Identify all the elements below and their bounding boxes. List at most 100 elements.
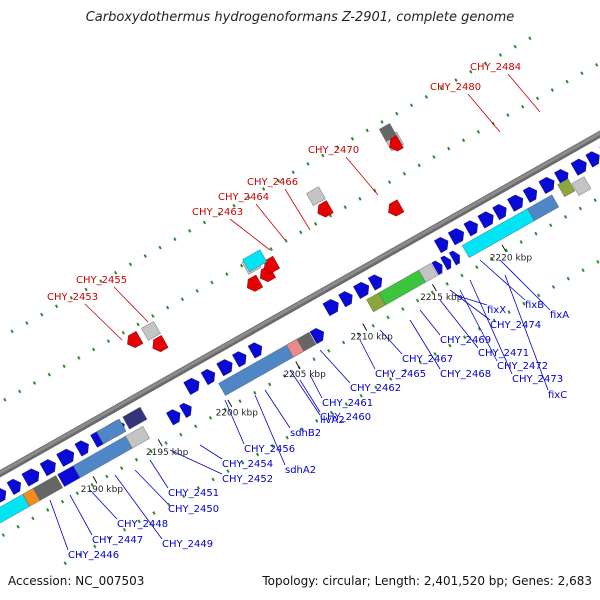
- gene-shape[interactable]: [507, 194, 524, 212]
- forward-gene[interactable]: [216, 359, 233, 377]
- gene-shape[interactable]: [448, 250, 460, 266]
- gene-shape[interactable]: [538, 177, 555, 195]
- gene-shape[interactable]: [264, 255, 281, 273]
- forward-gene[interactable]: [463, 220, 478, 237]
- forward-gene-label[interactable]: CHY_2460: [320, 412, 371, 423]
- forward-gene-label[interactable]: CHY_2474: [490, 320, 541, 331]
- gene-shape[interactable]: [388, 199, 405, 217]
- forward-gene[interactable]: [21, 468, 40, 487]
- forward-gene[interactable]: [179, 402, 192, 419]
- gene-block-gray[interactable]: [32, 475, 63, 501]
- gene-block-lightgray[interactable]: [141, 321, 161, 341]
- reverse-gene-label[interactable]: CHY_2464: [218, 192, 269, 203]
- gene-shape[interactable]: [0, 487, 7, 505]
- forward-gene[interactable]: [353, 281, 370, 299]
- forward-gene[interactable]: [367, 274, 383, 291]
- gene-block-cyan[interactable]: [242, 249, 268, 272]
- forward-gene-label[interactable]: ilvA2: [320, 415, 345, 426]
- gene-shape[interactable]: [389, 135, 404, 152]
- forward-gene[interactable]: [433, 237, 449, 254]
- gene-shape[interactable]: [39, 459, 56, 477]
- forward-gene-label[interactable]: fixX: [487, 305, 506, 316]
- gene-shape[interactable]: [570, 158, 587, 176]
- forward-gene-label[interactable]: fixA: [550, 310, 569, 321]
- forward-gene[interactable]: [585, 151, 600, 168]
- gene-shape[interactable]: [21, 468, 40, 487]
- reverse-gene[interactable]: [127, 330, 144, 348]
- forward-gene-label[interactable]: CHY_2449: [162, 539, 213, 550]
- forward-gene[interactable]: [570, 158, 587, 176]
- gene-block-navy[interactable]: [122, 406, 148, 430]
- gene-shape[interactable]: [183, 377, 200, 395]
- reverse-gene-label[interactable]: CHY_2453: [47, 292, 98, 303]
- reverse-gene-label[interactable]: CHY_2480: [430, 82, 481, 93]
- gene-block-steel[interactable]: [527, 194, 560, 222]
- gene-block-lightgray[interactable]: [571, 176, 592, 196]
- gene-shape[interactable]: [522, 186, 538, 203]
- forward-gene-label[interactable]: CHY_2465: [375, 369, 426, 380]
- gene-shape[interactable]: [353, 281, 370, 299]
- gene-shape[interactable]: [367, 274, 383, 291]
- forward-gene-label[interactable]: fixB: [525, 300, 544, 311]
- forward-gene[interactable]: [309, 328, 324, 345]
- gene-shape[interactable]: [247, 342, 263, 359]
- gene-shape[interactable]: [309, 328, 324, 345]
- reverse-gene[interactable]: [247, 274, 264, 292]
- forward-gene[interactable]: [166, 409, 181, 426]
- gene-block-lightgray[interactable]: [306, 186, 326, 206]
- forward-gene-label[interactable]: CHY_2469: [440, 335, 491, 346]
- reverse-gene[interactable]: [152, 335, 169, 353]
- reverse-gene-label[interactable]: CHY_2484: [470, 62, 521, 73]
- reverse-gene[interactable]: [388, 199, 405, 217]
- gene-block-cyan[interactable]: [0, 493, 30, 536]
- forward-gene[interactable]: [477, 211, 494, 229]
- forward-gene-label[interactable]: CHY_2473: [512, 374, 563, 385]
- forward-gene[interactable]: [448, 250, 460, 266]
- forward-gene[interactable]: [183, 377, 200, 395]
- gene-shape[interactable]: [440, 255, 452, 271]
- gene-shape[interactable]: [232, 351, 247, 368]
- gene-shape[interactable]: [463, 220, 478, 237]
- gene-shape[interactable]: [166, 409, 181, 426]
- forward-gene-label[interactable]: CHY_2461: [322, 398, 373, 409]
- reverse-gene[interactable]: [389, 135, 404, 152]
- gene-block-steel[interactable]: [96, 418, 127, 445]
- forward-gene-label[interactable]: CHY_2456: [244, 444, 295, 455]
- forward-gene[interactable]: [507, 194, 524, 212]
- reverse-gene[interactable]: [317, 200, 334, 218]
- forward-gene-label[interactable]: fixC: [548, 390, 567, 401]
- gene-shape[interactable]: [74, 440, 89, 457]
- forward-gene-label[interactable]: CHY_2468: [440, 369, 491, 380]
- forward-gene-label[interactable]: CHY_2452: [222, 474, 273, 485]
- forward-gene-label[interactable]: CHY_2471: [478, 348, 529, 359]
- reverse-gene-label[interactable]: CHY_2463: [192, 207, 243, 218]
- gene-shape[interactable]: [433, 237, 449, 254]
- forward-gene-label[interactable]: CHY_2454: [222, 459, 273, 470]
- reverse-gene-label[interactable]: CHY_2455: [76, 275, 127, 286]
- forward-gene-label[interactable]: sdhB2: [290, 428, 321, 439]
- forward-gene[interactable]: [492, 204, 507, 221]
- forward-gene[interactable]: [74, 440, 89, 457]
- gene-shape[interactable]: [200, 369, 216, 386]
- forward-gene[interactable]: [431, 260, 443, 276]
- gene-block-green[interactable]: [378, 269, 426, 306]
- forward-gene[interactable]: [56, 448, 75, 467]
- forward-gene[interactable]: [522, 186, 538, 203]
- forward-gene[interactable]: [447, 228, 464, 246]
- forward-gene-label[interactable]: CHY_2467: [402, 354, 453, 365]
- forward-gene-label[interactable]: sdhA2: [285, 465, 316, 476]
- gene-shape[interactable]: [338, 291, 353, 308]
- gene-shape[interactable]: [56, 448, 75, 467]
- forward-gene[interactable]: [6, 478, 21, 495]
- reverse-gene-label[interactable]: CHY_2466: [247, 177, 298, 188]
- gene-shape[interactable]: [447, 228, 464, 246]
- forward-gene[interactable]: [440, 255, 452, 271]
- forward-gene-label[interactable]: CHY_2448: [117, 519, 168, 530]
- forward-gene[interactable]: [247, 342, 263, 359]
- gene-block-olive[interactable]: [557, 178, 576, 198]
- gene-shape[interactable]: [317, 200, 334, 218]
- gene-shape[interactable]: [260, 265, 277, 283]
- forward-gene[interactable]: [322, 299, 339, 317]
- forward-gene-label[interactable]: CHY_2446: [68, 550, 119, 561]
- gene-shape[interactable]: [247, 274, 264, 292]
